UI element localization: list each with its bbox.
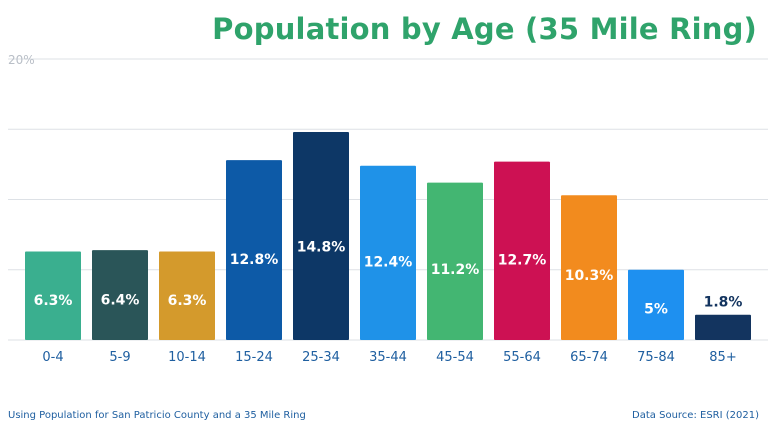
data-label: 1.8% — [704, 295, 743, 311]
bar-10-14 — [159, 251, 215, 340]
bar-0-4 — [25, 251, 81, 340]
data-label: 14.8% — [297, 239, 346, 255]
data-label: 6.3% — [168, 293, 207, 309]
x-tick-label: 65-74 — [570, 350, 608, 365]
x-tick-label: 0-4 — [42, 350, 63, 365]
data-label: 12.7% — [498, 253, 547, 269]
x-tick-label: 5-9 — [109, 350, 130, 365]
bars — [25, 132, 751, 340]
bar-5-9 — [92, 250, 148, 340]
data-label: 12.8% — [230, 252, 279, 268]
x-tick-label: 35-44 — [369, 350, 407, 365]
x-tick-label: 10-14 — [168, 350, 206, 365]
bar-55-64 — [494, 161, 550, 340]
x-tick-label: 85+ — [709, 350, 736, 365]
chart-title: Population by Age (35 Mile Ring) — [212, 12, 757, 46]
bar-45-54 — [427, 182, 483, 340]
bar-35-44 — [360, 165, 416, 340]
bar-25-34 — [293, 132, 349, 340]
bar-15-24 — [226, 160, 282, 340]
data-source: Data Source: ESRI (2021) — [632, 410, 759, 421]
data-label: 6.3% — [34, 293, 73, 309]
data-labels: 6.3% 6.4% 6.3% 12.8% 14.8% 12.4% 11.2% 12.7% 10.… — [34, 239, 743, 317]
bar-65-74 — [561, 195, 617, 340]
bar-75-84 — [628, 269, 684, 340]
data-label: 6.4% — [101, 293, 140, 309]
x-tick-label: 15-24 — [235, 350, 273, 365]
data-label: 12.4% — [364, 255, 413, 271]
x-tick-label: 75-84 — [637, 350, 675, 365]
x-tick-label: 45-54 — [436, 350, 474, 365]
data-label: 5% — [644, 301, 668, 317]
x-tick-label: 55-64 — [503, 350, 541, 365]
x-tick-labels: 20% 0-4 5-9 10-14 15-24 25-34 35-44 45-54 55-64 6… — [8, 53, 737, 365]
y-tick-label: 20% — [8, 53, 35, 67]
data-label: 10.3% — [565, 268, 614, 284]
x-tick-label: 25-34 — [302, 350, 340, 365]
bar-85+ — [695, 314, 751, 340]
data-label: 11.2% — [431, 262, 480, 278]
footer-note: Using Population for San Patricio County… — [8, 410, 306, 421]
